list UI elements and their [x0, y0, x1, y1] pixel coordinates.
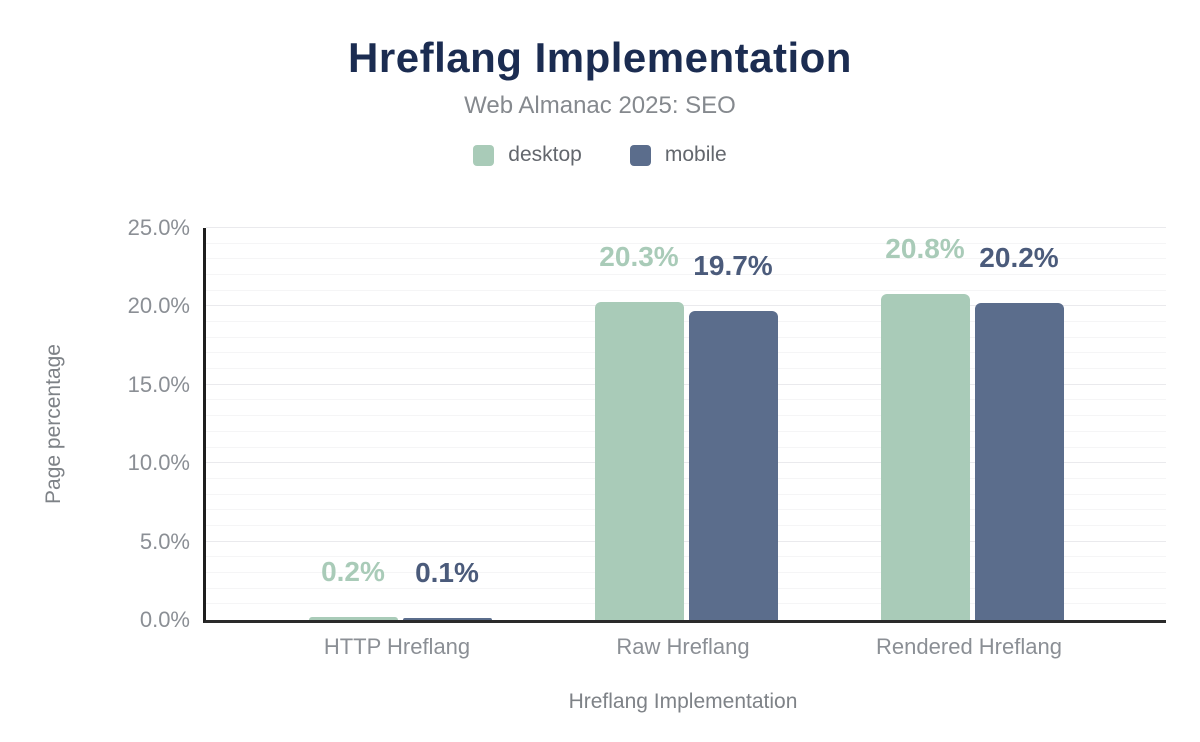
x-tick-label-http-hreflang: HTTP Hreflang [323, 634, 471, 659]
y-tick-label: 5.0% [139, 528, 190, 554]
x-axis-title: Hreflang Implementation [568, 690, 798, 713]
gridline-minor [206, 415, 1166, 417]
gridline-minor [206, 368, 1166, 370]
gridline-minor [206, 258, 1166, 260]
y-axis-title: Page percentage [42, 344, 65, 504]
bar-desktop-rendered-hreflang [880, 293, 970, 620]
gridline-minor [206, 321, 1166, 323]
gridline-minor [206, 430, 1166, 432]
gridline-minor [206, 352, 1166, 354]
bar-mobile-http-hreflang [402, 618, 492, 620]
bar-mobile-raw-hreflang [688, 311, 778, 620]
gridline-minor [206, 571, 1166, 573]
gridline-minor [206, 587, 1166, 589]
value-label-mobile-raw-hreflang: 19.7% [693, 250, 773, 282]
legend-item-desktop[interactable]: desktop [473, 143, 582, 167]
chart-title: Hreflang Implementation [348, 34, 852, 81]
y-tick-label: 10.0% [127, 450, 190, 476]
y-tick-label: 0.0% [139, 607, 190, 632]
x-tick-label-raw-hreflang: Raw Hreflang [616, 634, 750, 659]
legend-label-desktop: desktop [508, 143, 582, 166]
gridline-minor [206, 524, 1166, 526]
gridline-minor [206, 274, 1166, 276]
mobile-swatch-icon [629, 144, 651, 166]
gridline-minor [206, 477, 1166, 479]
legend-label-mobile: mobile [664, 143, 727, 166]
value-label-desktop-rendered-hreflang: 20.8% [885, 232, 965, 264]
bar-desktop-raw-hreflang [594, 301, 684, 620]
gridline-major [206, 540, 1166, 542]
desktop-swatch-icon [473, 144, 495, 166]
bar-mobile-rendered-hreflang [974, 303, 1064, 620]
gridline-major [206, 383, 1166, 385]
gridline-major [206, 462, 1166, 464]
value-label-desktop-http-hreflang: 0.2% [321, 555, 385, 587]
legend: desktop mobile [0, 143, 1200, 167]
gridline-minor [206, 399, 1166, 401]
gridline-minor [206, 446, 1166, 448]
gridline-major [206, 227, 1166, 228]
value-label-mobile-http-hreflang: 0.1% [415, 557, 479, 589]
legend-item-mobile[interactable]: mobile [629, 143, 727, 167]
y-tick-label: 20.0% [127, 293, 190, 319]
gridline-minor [206, 242, 1166, 244]
gridline-minor [206, 509, 1166, 511]
value-label-desktop-raw-hreflang: 20.3% [599, 240, 679, 272]
gridline-minor [206, 336, 1166, 338]
gridline-major [206, 305, 1166, 307]
gridline-minor [206, 289, 1166, 291]
y-tick-label: 15.0% [127, 371, 190, 397]
bar-desktop-http-hreflang [308, 616, 398, 620]
y-tick-label: 25.0% [127, 215, 190, 240]
gridline-minor [206, 493, 1166, 495]
gridline-minor [206, 556, 1166, 558]
gridline-minor [206, 603, 1166, 605]
chart-subtitle: Web Almanac 2025: SEO [464, 92, 736, 119]
x-tick-label-rendered-hreflang: Rendered Hreflang [876, 634, 1062, 659]
value-label-mobile-rendered-hreflang: 20.2% [979, 242, 1059, 274]
plot-area: 0.2% 0.1% 20.3% 19.7% 20.8% 20.2% [203, 227, 1166, 623]
